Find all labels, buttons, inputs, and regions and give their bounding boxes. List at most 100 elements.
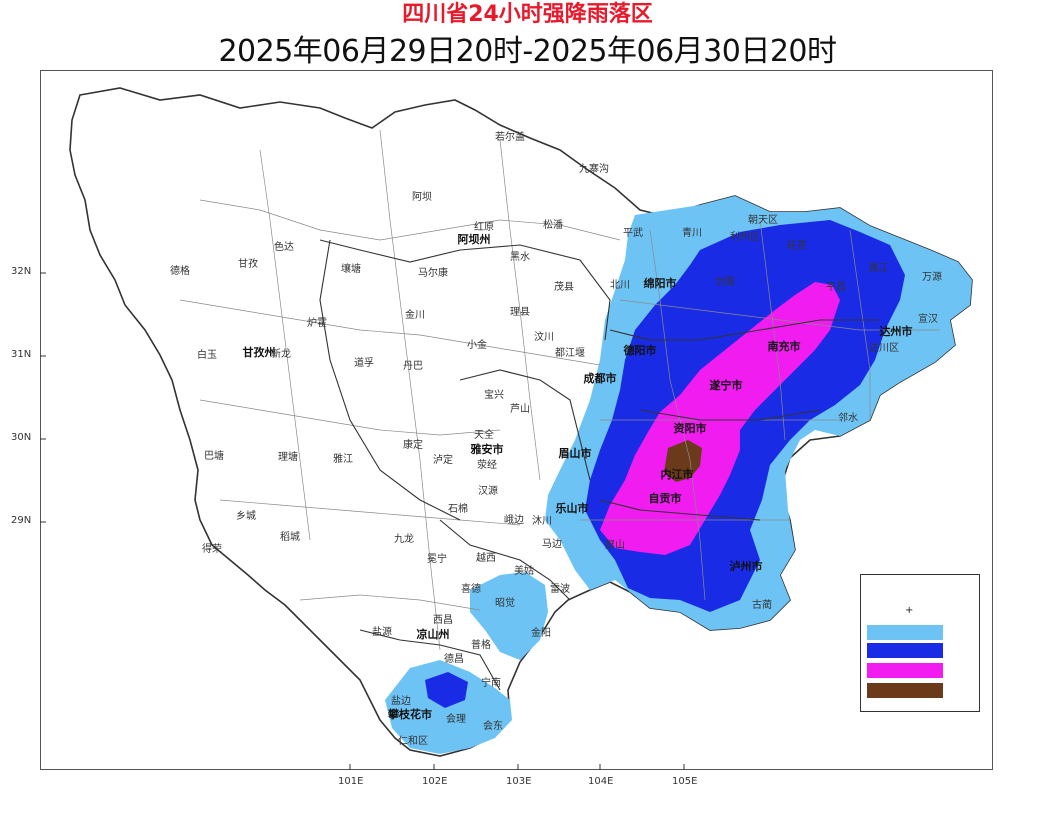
place-label: 理塘 [278, 450, 298, 463]
place-label: 德昌 [444, 652, 464, 665]
place-label: 利州区 [730, 231, 760, 243]
place-label: 沐川 [532, 514, 552, 527]
place-label: 自贡市 [649, 491, 682, 505]
place-label: 邻水 [838, 411, 858, 424]
place-label: 越西 [476, 551, 496, 564]
lon-label-102e: 102E [422, 776, 448, 787]
place-label: 盐源 [372, 625, 392, 638]
place-label: 朝天区 [748, 214, 778, 226]
place-label: 天全 [474, 428, 494, 441]
lat-label-31n: 31N [11, 349, 32, 360]
place-label: 凉山州 [417, 627, 450, 641]
place-label: 乐山市 [556, 501, 589, 515]
place-label: 黑水 [510, 251, 530, 263]
place-label: 昭觉 [495, 597, 515, 609]
lon-ticks [349, 764, 685, 770]
place-label: 都江堰 [555, 347, 585, 359]
place-label: 乡城 [236, 510, 256, 522]
place-label: 巴塘 [204, 449, 224, 462]
place-label: 冕宁 [427, 552, 447, 565]
place-label: 达川区 [869, 342, 899, 354]
lon-label-104e: 104E [588, 776, 614, 787]
place-label: 古蔺 [752, 598, 772, 611]
place-label: 丹巴 [403, 360, 423, 372]
place-label: 宁南 [481, 676, 501, 689]
place-label: 马边 [542, 538, 562, 550]
place-label: 青川 [682, 226, 702, 239]
place-label: 平武 [623, 226, 643, 239]
prefecture-boundaries [319, 239, 880, 691]
place-label: 成都市 [584, 371, 617, 385]
place-label: 攀枝花市 [387, 707, 432, 721]
place-label: 稻城 [280, 531, 300, 543]
place-label: 九寨沟 [579, 162, 609, 175]
place-label: 阿坝州 [458, 232, 491, 246]
place-label: 阿坝 [412, 191, 432, 203]
lat-ticks [40, 272, 46, 523]
place-label: 新龙 [271, 347, 291, 360]
place-label: 南充市 [768, 339, 801, 353]
place-label: 盐边 [391, 694, 411, 707]
place-label: 炉霍 [307, 317, 327, 329]
place-label: 色达 [274, 240, 294, 253]
place-label: 若尔盖 [495, 130, 525, 143]
place-label: 汉源 [478, 484, 498, 497]
place-label: 屏山 [605, 539, 625, 551]
place-label: 美姑 [514, 564, 534, 577]
place-label: 通江 [868, 262, 888, 274]
place-label: 小金 [467, 338, 487, 351]
place-label: 马尔康 [418, 266, 448, 279]
lon-label-103e: 103E [506, 776, 532, 787]
legend-swatch-magenta [867, 663, 943, 678]
place-label: 万源 [922, 270, 942, 283]
place-label: 资阳市 [674, 421, 707, 435]
lat-label-29n: 29N [11, 515, 32, 526]
place-label: 宝兴 [484, 388, 504, 401]
rain-zone-south-light-blue [470, 572, 548, 660]
legend-swatch-blue [867, 643, 943, 658]
place-label: 道孚 [354, 356, 374, 369]
legend-swatch-light-blue [867, 625, 943, 640]
lon-label-105e: 105E [672, 776, 698, 787]
lat-label-30n: 30N [11, 432, 32, 443]
place-label: 会理 [446, 712, 466, 725]
place-label: 平昌 [826, 281, 846, 293]
place-label: 眉山市 [559, 446, 592, 460]
place-label: 峨边 [504, 514, 524, 526]
place-label: 西昌 [433, 614, 453, 626]
place-label: 茂县 [554, 280, 574, 293]
place-label: 得荣 [202, 543, 222, 555]
county-boundaries [179, 129, 940, 651]
place-label: 芦山 [510, 403, 530, 415]
place-label: 剑阁 [715, 275, 735, 288]
legend: + [860, 574, 980, 712]
place-label: 绵阳市 [644, 276, 677, 290]
place-label: 北川 [610, 279, 630, 291]
place-label: 旺苍 [787, 239, 807, 252]
place-label: 松潘 [543, 218, 563, 231]
chart-subtitle: 2025年06月29日20时-2025年06月30日20时 [218, 34, 837, 69]
place-label: 普格 [471, 638, 491, 651]
place-label: 仁和区 [398, 735, 428, 747]
place-label: 甘孜 [238, 257, 258, 270]
place-label: 理县 [510, 306, 530, 318]
place-label: 泸州市 [730, 559, 763, 573]
rain-zone-brown [664, 440, 702, 482]
place-label: 荥经 [477, 458, 497, 471]
place-label: 雅江 [333, 452, 353, 465]
rain-zone-panzhihua-blue [425, 672, 468, 708]
legend-swatch-brown [867, 683, 943, 698]
place-label: 德格 [170, 264, 190, 277]
place-label: 会东 [483, 719, 503, 732]
place-label: 汶川 [534, 330, 554, 343]
place-label: 德阳市 [623, 343, 657, 357]
place-label: 遂宁市 [710, 378, 743, 392]
place-labels: 若尔盖 九寨沟 阿坝 红原 阿坝州 松潘 平武 青川 朝天区 利州区 旺苍 通江… [170, 130, 942, 747]
place-label: 石棉 [448, 502, 468, 515]
lon-label-101e: 101E [338, 776, 364, 787]
chart-title: 四川省24小时强降雨落区 [402, 2, 653, 27]
place-label: 雷波 [550, 582, 570, 595]
rain-zone-panzhihua-light-blue [385, 660, 512, 754]
place-label: 金阳 [531, 626, 551, 639]
